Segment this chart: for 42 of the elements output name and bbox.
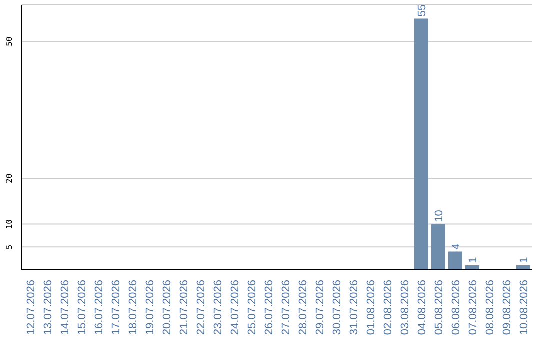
data-label: 4 xyxy=(450,244,462,250)
x-tick-label: 12.07.2026 xyxy=(26,280,38,336)
x-tick-label: 17.07.2026 xyxy=(110,280,122,336)
y-tick-label: 50 xyxy=(5,36,14,46)
x-tick-label: 09.08.2026 xyxy=(502,280,514,336)
y-tick-label: 5 xyxy=(5,244,14,250)
x-tick-label: 25.07.2026 xyxy=(246,280,258,336)
x-tick-label: 28.07.2026 xyxy=(298,280,310,336)
x-tick-label: 02.08.2026 xyxy=(382,280,394,336)
x-tick-label: 18.07.2026 xyxy=(128,280,140,336)
x-tick-label: 07.08.2026 xyxy=(468,280,480,336)
data-label: 55 xyxy=(416,4,428,17)
x-tick-label: 21.07.2026 xyxy=(178,280,190,336)
x-tick-label: 03.08.2026 xyxy=(400,280,412,336)
data-label: 1 xyxy=(467,257,480,264)
x-tick-label: 24.07.2026 xyxy=(230,280,242,336)
x-tick-label: 08.08.2026 xyxy=(484,280,496,336)
x-tick-label: 15.07.2026 xyxy=(76,280,88,336)
x-tick-label: 06.08.2026 xyxy=(450,280,462,336)
data-label: 10 xyxy=(433,210,446,222)
data-label: 1 xyxy=(518,257,530,264)
x-tick-label: 29.07.2026 xyxy=(314,280,326,336)
y-tick-label: 20 xyxy=(5,174,14,184)
x-tick-label: 01.08.2026 xyxy=(366,280,378,336)
x-tick-label: 22.07.2026 xyxy=(196,280,208,336)
x-tick-label: 14.07.2026 xyxy=(60,280,72,336)
x-tick-label: 27.07.2026 xyxy=(280,280,292,336)
x-tick-label: 23.07.2026 xyxy=(212,280,224,336)
x-tick-label: 10.08.2026 xyxy=(518,280,530,336)
bar xyxy=(431,224,446,270)
x-tick-label: 05.08.2026 xyxy=(434,280,446,336)
bar xyxy=(414,18,428,270)
x-tick-label: 30.07.2026 xyxy=(332,280,344,336)
x-tick-label: 31.07.2026 xyxy=(348,280,360,336)
y-tick-label: 10 xyxy=(5,219,14,230)
x-tick-label: 19.07.2026 xyxy=(144,280,156,336)
bar xyxy=(448,252,462,270)
x-tick-label: 20.07.2026 xyxy=(162,280,174,336)
x-tick-label: 16.07.2026 xyxy=(94,280,106,336)
x-tick-label: 13.07.2026 xyxy=(42,280,54,336)
x-tick-label: 26.07.2026 xyxy=(264,280,276,336)
x-tick-label: 04.08.2026 xyxy=(416,280,428,336)
